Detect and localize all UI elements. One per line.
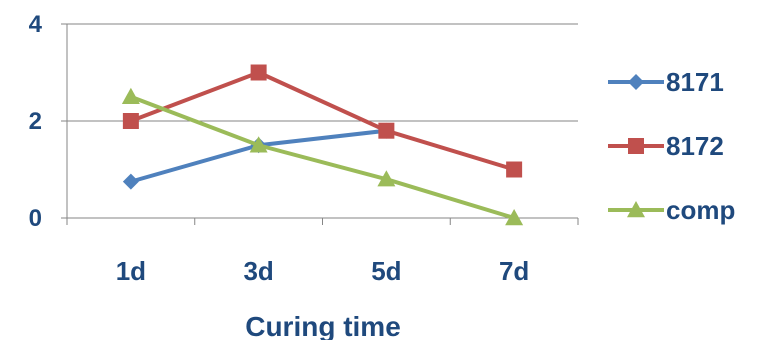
y-tick-labels: 0 2 4 <box>29 11 43 232</box>
legend-item: 8172 <box>608 131 724 161</box>
x-tick-labels: 1d 3d 5d 7d <box>116 256 530 286</box>
x-tick-label: 3d <box>243 256 273 286</box>
series-line <box>130 70 515 172</box>
y-tick-label: 2 <box>29 108 42 135</box>
gridlines <box>67 23 578 122</box>
legend-label: 8172 <box>666 131 724 161</box>
data-point <box>378 122 395 139</box>
data-point <box>122 113 139 129</box>
axes <box>61 23 579 225</box>
legend-marker <box>628 74 644 90</box>
x-tick-label: 5d <box>371 256 401 286</box>
y-tick-label: 4 <box>29 11 43 38</box>
legend-marker <box>628 138 644 154</box>
data-point <box>250 64 267 81</box>
series-group <box>121 64 524 226</box>
x-tick-label: 1d <box>116 256 146 286</box>
series-8172 <box>122 64 523 178</box>
series-line <box>130 94 515 220</box>
legend: 8171 8172 comp <box>608 67 735 225</box>
legend-item: 8171 <box>608 67 724 97</box>
data-point <box>121 87 140 104</box>
legend-marker <box>627 201 645 218</box>
legend-label: 8171 <box>666 67 724 97</box>
legend-label: comp <box>666 195 735 225</box>
x-tick-label: 7d <box>499 256 529 286</box>
data-point <box>249 136 268 153</box>
legend-item: comp <box>608 195 735 225</box>
data-point <box>505 209 524 226</box>
series-comp <box>121 87 524 226</box>
data-point <box>377 170 396 187</box>
series-8171 <box>122 122 395 190</box>
x-axis-label: Curing time <box>245 311 401 340</box>
data-point <box>122 173 139 190</box>
y-tick-label: 0 <box>29 205 42 232</box>
data-point <box>506 161 523 178</box>
